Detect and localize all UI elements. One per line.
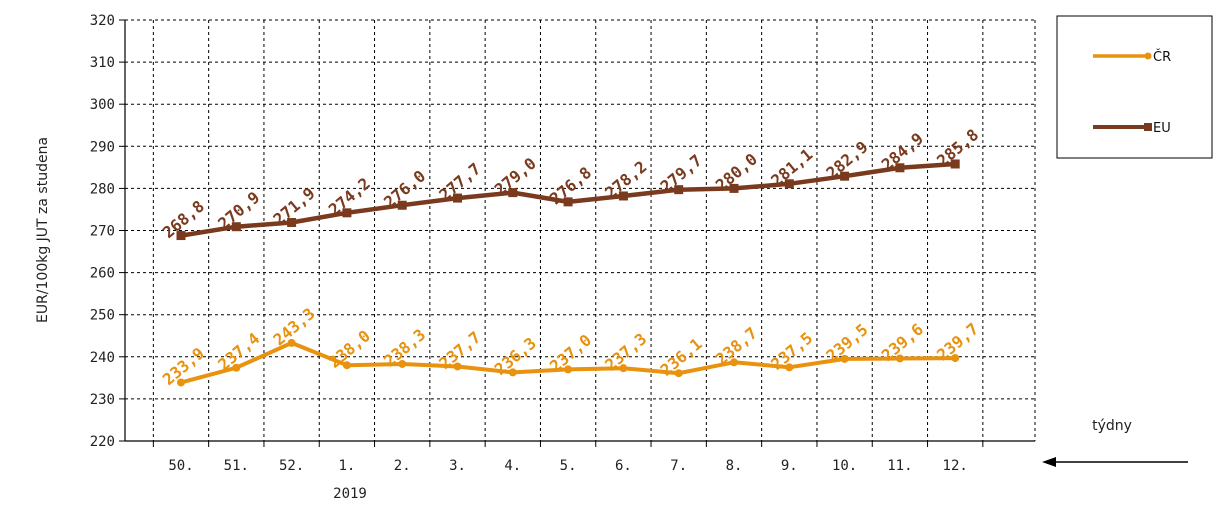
data-point-eu (618, 191, 628, 201)
y-tick-label: 310 (90, 55, 115, 71)
x-tick-label: 52. (279, 458, 304, 474)
y-tick-label: 300 (90, 97, 115, 113)
x-tick-label: 9. (781, 458, 798, 474)
data-point-cr (564, 365, 573, 374)
x-tick-label: 12. (943, 458, 968, 474)
x-axis-label: týdny (1092, 418, 1132, 434)
data-point-eu (840, 171, 850, 181)
legend-box (1056, 15, 1213, 159)
data-point-eu (453, 193, 462, 203)
y-tick-label: 230 (90, 392, 115, 408)
series-points (176, 159, 960, 387)
x-tick-label: 1. (338, 458, 355, 474)
x-tick-label: 4. (504, 458, 521, 474)
x-tick-label: 3. (449, 458, 466, 474)
legend-item-eu: EU (1093, 121, 1171, 136)
legend-item-cr: ČR (1093, 49, 1171, 65)
data-point-eu (674, 185, 684, 195)
legend: ČR EU (1056, 15, 1213, 159)
y-axis-label: EUR/100kg JUT za studena (35, 137, 51, 323)
data-point-cr (619, 364, 628, 373)
y-tick-label: 280 (90, 181, 115, 197)
x-tick-label: 50. (168, 458, 193, 474)
data-point-cr (895, 354, 904, 363)
x-tick-label: 51. (224, 458, 249, 474)
x-tick-label: 5. (560, 458, 577, 474)
arrow-icon (1042, 457, 1188, 467)
y-tick-label: 270 (90, 224, 115, 240)
data-point-eu (231, 222, 241, 232)
data-point-cr (674, 369, 683, 378)
x-tick-label: 6. (615, 458, 632, 474)
y-tick-labels: 220 230 240 250 260 270 280 290 300 310 320 (90, 13, 115, 450)
data-point-cr (177, 378, 185, 387)
legend-label-eu: EU (1153, 121, 1171, 136)
data-point-eu (287, 218, 297, 228)
data-point-cr (840, 354, 849, 363)
grid-lines (125, 19, 1035, 441)
x-tick-label: 2. (394, 458, 411, 474)
data-point-cr (951, 354, 960, 363)
data-point-cr (287, 338, 296, 347)
y-tick-label: 320 (90, 13, 115, 29)
data-point-cr (232, 363, 241, 372)
legend-marker-eu (1144, 123, 1152, 131)
y-tick-label: 260 (90, 266, 115, 282)
data-point-eu (508, 188, 518, 198)
x-tick-label: 7. (670, 458, 687, 474)
y-tick-label: 290 (90, 139, 115, 155)
data-point-cr (453, 362, 462, 371)
y-tick-label: 250 (90, 308, 115, 324)
year-label: 2019 (333, 486, 367, 502)
data-point-cr (508, 368, 517, 377)
y-tick-label: 240 (90, 350, 115, 366)
data-point-eu (397, 200, 407, 210)
data-point-eu (729, 183, 739, 193)
legend-marker-cr (1144, 52, 1152, 60)
x-tick-labels: 50. 51. 52. 1. 2. 3. 4. 5. 6. 7. 8. 9. 10. 11. 12. (168, 458, 967, 474)
x-tick-label: 8. (726, 458, 743, 474)
axes (119, 19, 1036, 447)
data-point-cr (398, 359, 407, 368)
data-point-cr (785, 363, 794, 372)
x-tick-label: 10. (832, 458, 857, 474)
data-point-eu (342, 208, 352, 218)
data-point-eu (950, 159, 960, 169)
data-point-eu (176, 231, 186, 241)
y-tick-label: 220 (90, 434, 115, 450)
data-point-cr (730, 358, 738, 367)
x-tick-label: 11. (887, 458, 912, 474)
legend-label-cr: ČR (1153, 49, 1171, 65)
data-point-eu (563, 197, 573, 207)
data-point-cr (342, 361, 351, 370)
data-point-eu (784, 179, 794, 189)
data-point-eu (895, 163, 905, 173)
